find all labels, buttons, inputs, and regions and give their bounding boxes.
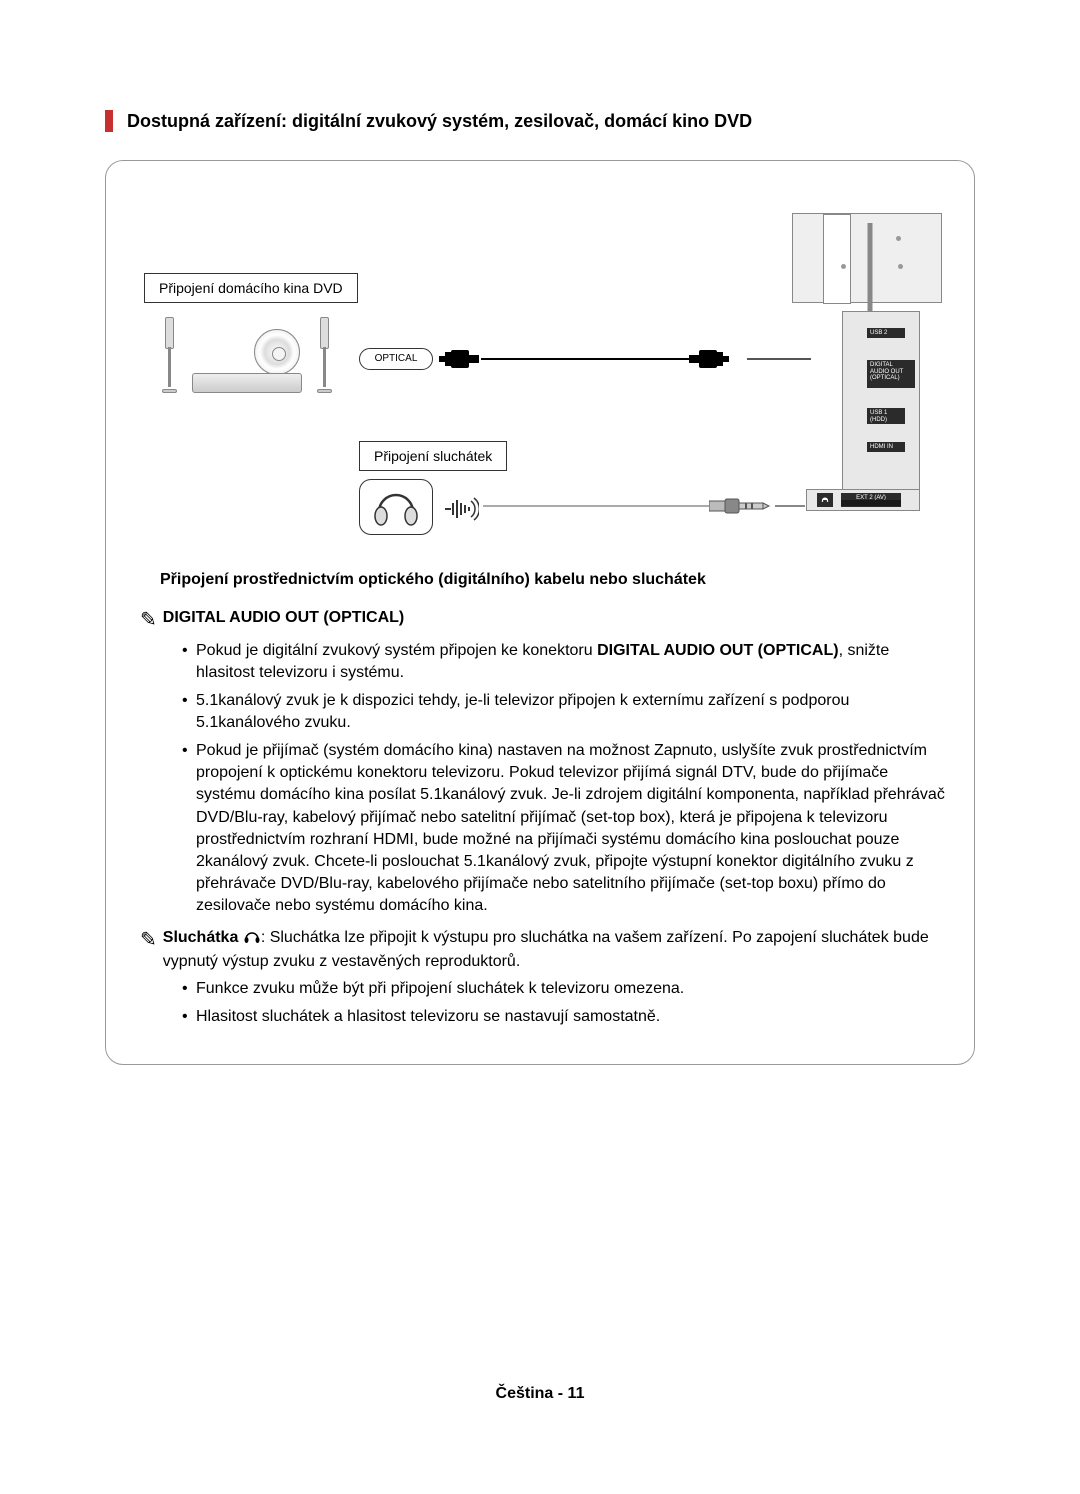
- headphone-icon: [371, 486, 421, 528]
- headphone-inline-icon: [243, 929, 261, 951]
- headphone-bold-label: Sluchátka: [163, 929, 239, 946]
- note-headphone: ✎ Sluchátka : Sluchátka lze připojit k v…: [140, 927, 946, 972]
- content-box: Připojení domácího kina DVD USB 2 DIGITA…: [105, 160, 975, 1065]
- connection-diagram: Připojení domácího kina DVD USB 2 DIGITA…: [134, 183, 946, 553]
- note-icon: ✎: [140, 607, 157, 634]
- bullet-item: Funkce zvuku může být při připojení sluc…: [182, 978, 946, 1000]
- headphone-icon-box: [359, 479, 433, 535]
- headphone-label: Připojení sluchátek: [359, 441, 507, 471]
- port-usb1: USB 1 (HDD): [867, 408, 905, 424]
- optical-bullet-list: Pokud je digitální zvukový systém připoj…: [182, 640, 946, 917]
- bullet-bold: DIGITAL AUDIO OUT (OPTICAL): [597, 642, 838, 659]
- bullet-item: Pokud je digitální zvukový systém připoj…: [182, 640, 946, 684]
- tv-cable-guide: [823, 214, 851, 304]
- port-hdmi: HDMI IN: [867, 442, 905, 452]
- tv-cable-line: [850, 223, 890, 323]
- optical-cable: OPTICAL: [359, 348, 699, 388]
- dvd-label: Připojení domácího kina DVD: [144, 273, 358, 303]
- tv-side-port-panel: USB 2 DIGITAL AUDIO OUT (OPTICAL) USB 1 …: [842, 311, 920, 507]
- speaker-right: [319, 317, 331, 393]
- sound-waves-icon: [443, 495, 479, 523]
- headphone-diagram: [359, 479, 699, 539]
- bullet-item: Pokud je přijímač (systém domácího kina)…: [182, 740, 946, 917]
- page-footer: Čeština - 11: [105, 1385, 975, 1403]
- optical-cable-line: [481, 358, 691, 360]
- note-digital-audio: ✎ DIGITAL AUDIO OUT (OPTICAL): [140, 607, 946, 634]
- connection-subheading: Připojení prostřednictvím optického (dig…: [160, 571, 946, 589]
- section-title-row: Dostupná zařízení: digitální zvukový sys…: [105, 110, 975, 132]
- speaker-left: [164, 317, 176, 393]
- hp-to-tv-line: [775, 505, 805, 507]
- footer-page: 11: [568, 1385, 585, 1402]
- bullet-text: Pokud je digitální zvukový systém připoj…: [196, 642, 597, 659]
- bullet-item: 5.1kanálový zvuk je k dispozici tehdy, j…: [182, 690, 946, 734]
- tv-bottom-port-panel: EXT 2 (AV): [806, 489, 920, 511]
- digital-audio-label: DIGITAL AUDIO OUT (OPTICAL): [163, 607, 404, 629]
- disc-icon: [254, 329, 300, 375]
- optical-plug-right: [689, 348, 749, 370]
- optical-small-label: OPTICAL: [359, 348, 433, 370]
- port-headphone: [817, 493, 833, 507]
- headphone-cable-line: [483, 505, 713, 507]
- bullet-item: Hlasitost sluchátek a hlasitost televizo…: [182, 1006, 946, 1028]
- dvd-player-body: [192, 373, 302, 393]
- optical-plug-left: [439, 348, 483, 370]
- footer-language: Čeština: [496, 1385, 554, 1402]
- dvd-home-theater: [164, 313, 344, 393]
- port-usb2: USB 2: [867, 328, 905, 338]
- headphone-bullet-list: Funkce zvuku může být při připojení sluc…: [182, 978, 946, 1028]
- optical-to-tv-line: [747, 358, 811, 360]
- note-icon: ✎: [140, 927, 157, 954]
- port-optical: DIGITAL AUDIO OUT (OPTICAL): [867, 360, 915, 388]
- headphone-note-text: : Sluchátka lze připojit k výstupu pro s…: [163, 929, 929, 970]
- accent-bar: [105, 110, 113, 132]
- headphone-plug: [709, 496, 779, 516]
- section-title: Dostupná zařízení: digitální zvukový sys…: [127, 111, 752, 132]
